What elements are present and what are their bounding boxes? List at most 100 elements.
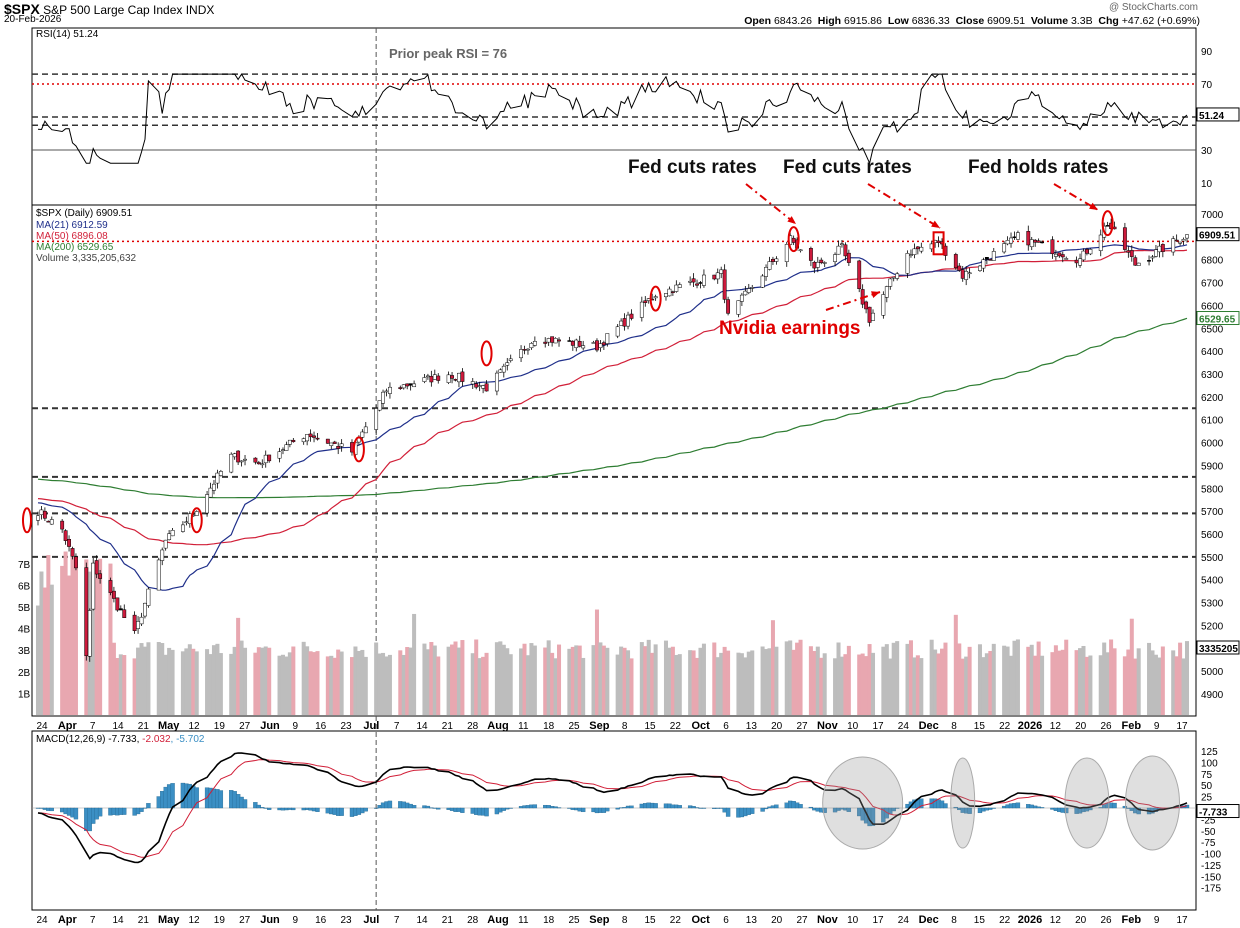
macd-panel [35,752,1190,864]
volume-bar [170,649,175,715]
macd-value-tag-box [1196,804,1240,819]
volume-bar [1174,656,1179,715]
volume-bar [529,643,534,715]
candle-body [670,291,675,293]
candle-body [60,520,65,530]
price-candle [208,482,213,498]
volume-bar [912,657,917,715]
price-candle [474,381,479,390]
candle-body [401,384,406,389]
candle-body [377,400,382,411]
volume-bar [522,643,527,715]
volume-bar [888,658,893,715]
rsi-value-tag-box [1196,107,1240,122]
macd-histogram-bar [73,807,79,820]
date-axis-label: 7 [394,721,400,732]
volume-bar [808,646,813,715]
axis-labels: 4900500051005200530054005500560057005800… [18,47,1224,926]
volume-bar [35,605,41,715]
price-candle [60,519,65,533]
candle-body [108,580,113,593]
volume-bar [73,558,78,715]
volume-bar [329,655,334,715]
candle-body [822,262,827,264]
nvidia-annotation: Nvidia earnings [719,318,861,339]
macd-axis-label: 25 [1201,793,1213,804]
volume-bar [387,654,392,715]
date-axis-label: Feb [1122,720,1142,732]
price-candle [460,368,465,387]
volume-bar [812,650,817,715]
price-candle [260,459,265,469]
price-candle [722,264,727,304]
candle-body [1133,257,1138,266]
volume-bar [739,653,744,715]
candle-body [1005,240,1010,245]
open-value: 6843.26 [773,15,812,27]
candle-body [212,483,216,491]
price-candle [384,388,389,397]
candle-body [184,521,189,524]
candle-body [629,313,634,319]
macd-legend-hist: , -5.702 [170,734,205,745]
chg-value: +47.62 (+0.69%) [1121,15,1200,27]
candle-body [156,559,161,591]
macd-histogram-bar [122,807,127,815]
volume-bar [839,656,844,715]
candle-body [429,376,434,383]
volume-bar [957,643,962,715]
date-axis-label: 27 [239,915,251,926]
date-axis-label: 9 [1154,721,1160,732]
candle-body [118,608,123,611]
ma21-line [37,244,1188,591]
price-candle [677,282,682,288]
macd-histogram-bar [967,807,972,814]
price-candle [698,281,703,289]
candle-body [812,261,817,269]
price-candle [236,450,241,465]
macd-line [37,752,1188,864]
ma200-value-tag-box [1196,311,1240,326]
price-axis-label: 6100 [1201,416,1224,427]
price-candle [1026,225,1031,251]
price-candle [184,516,189,526]
date-axis-label: 24 [898,721,910,732]
price-candle [218,469,223,477]
price-candle [639,296,644,322]
price-candle [1185,234,1189,243]
volume-bar [774,646,779,715]
candle-body [550,336,555,343]
price-candle [111,586,116,603]
macd-histogram-bar [194,787,199,809]
prior-peak-annotation: Prior peak RSI = 76 [389,46,508,61]
high-value: 6915.86 [844,15,882,27]
volume-bar [429,641,434,715]
volume-bar [698,647,703,715]
price-candle [118,605,123,611]
date-axis-label: 15 [974,721,986,732]
fed-cuts-arrow-1 [745,183,797,225]
price-candle [429,370,434,387]
volume-bar [581,657,586,715]
volume-bar [1036,641,1041,715]
volume-bar [63,551,68,715]
macd-histogram-bar [943,803,948,809]
candle-body [981,259,986,269]
macd-histogram-bar [991,807,996,809]
candle-body [760,275,765,288]
price-candle [846,249,851,266]
candle-body [798,249,803,252]
candle-body [305,434,310,442]
volume-bar [605,647,610,715]
volume-bar [118,654,123,715]
volume-bar [795,642,800,715]
price-candle [339,439,344,452]
symbol-name: S&P 500 Large Cap Index [43,3,183,17]
candle-body [905,253,910,274]
candle-body [170,530,175,537]
price-candle [408,383,413,391]
candle-body [601,342,606,346]
volume-bar [867,644,872,715]
candle-body [450,375,454,379]
